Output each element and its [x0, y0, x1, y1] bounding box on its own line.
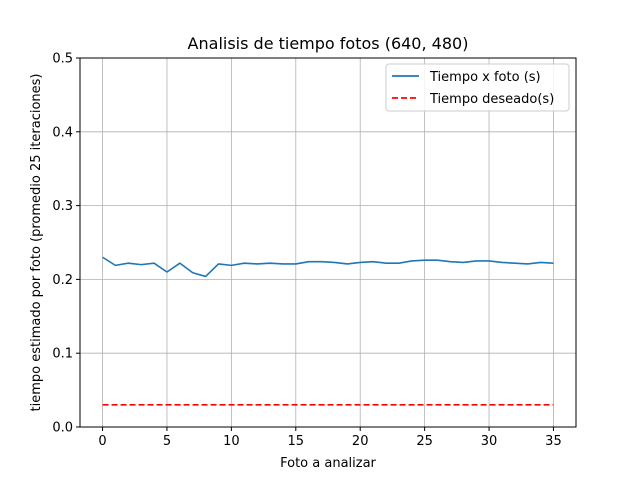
x-tick-label: 5: [163, 434, 171, 449]
legend-box: [385, 63, 570, 112]
axis-ticks: 0 5 10 15 20 25 30 35 0.0 0.1 0.2 0.3 0.4 0.5: [52, 52, 561, 450]
x-tick-label: 20: [352, 434, 369, 449]
x-tick-label: 0: [98, 434, 106, 449]
chart-title: Analisis de tiempo fotos (640, 480): [188, 34, 469, 53]
y-axis-title: tiempo estimado por foto (promedio 25 it…: [29, 74, 44, 412]
x-tick-label: 30: [481, 434, 498, 449]
x-tick-label: 15: [288, 434, 305, 449]
x-tick-label: 35: [545, 434, 562, 449]
y-tick-label: 0.5: [52, 52, 73, 67]
legend: Tiempo x foto (s) Tiempo deseado(s): [385, 63, 570, 112]
y-tick-label: 0.1: [52, 347, 73, 362]
series-line-tiempo-x-foto: [102, 256, 554, 278]
y-tick-label: 0.0: [52, 421, 73, 436]
plot-area-frame: [79, 57, 577, 428]
x-tick-label: 25: [416, 434, 433, 449]
x-axis-title: Foto a analizar: [280, 456, 376, 471]
x-tick-label: 10: [223, 434, 240, 449]
y-tick-label: 0.3: [52, 199, 73, 214]
legend-label: Tiempo x foto (s): [429, 70, 541, 85]
y-tick-label: 0.2: [52, 273, 73, 288]
series-layer: [102, 256, 554, 406]
y-tick-label: 0.4: [52, 125, 73, 140]
legend-label: Tiempo deseado(s): [429, 92, 554, 107]
